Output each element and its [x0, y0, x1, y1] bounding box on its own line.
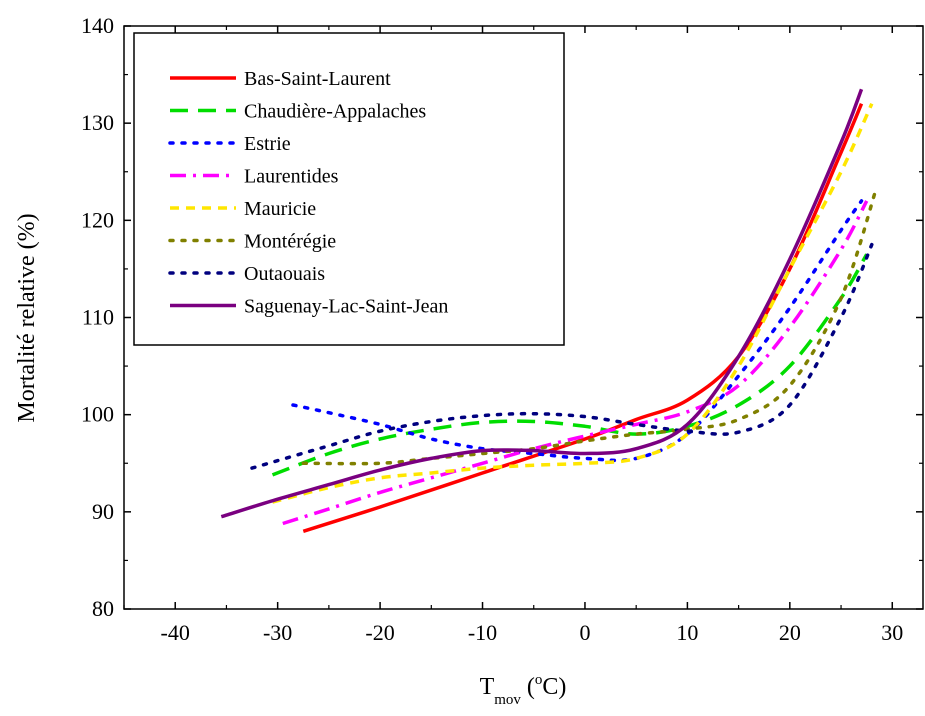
x-axis-title-unit: C): [542, 674, 566, 700]
legend-label: Estrie: [244, 133, 291, 155]
x-tick-label: -40: [161, 620, 190, 645]
legend: Bas-Saint-Laurent Chaudière-Appalaches Est…: [133, 32, 565, 346]
x-axis-title-open: (: [521, 674, 535, 700]
y-tick-label: 120: [81, 207, 114, 232]
axes: 80 90 100 110 120 130 140 -40 -30 -20 -10 0 10 20 30: [81, 13, 924, 645]
series-line-1: [271, 253, 869, 477]
series-line-5: [301, 184, 879, 466]
x-tick-label: -20: [365, 620, 394, 645]
y-tick-label: 90: [92, 499, 114, 524]
y-tick-label: 130: [81, 110, 114, 135]
x-tick-label: 0: [579, 620, 590, 645]
legend-label: Montérégie: [244, 231, 336, 253]
x-tick-label: 30: [881, 620, 903, 645]
legend-label: Bas-Saint-Laurent: [244, 68, 391, 90]
legend-label: Chaudière-Appalaches: [244, 101, 426, 123]
y-tick-label: 140: [81, 13, 114, 38]
y-tick-label: 100: [81, 402, 114, 427]
series-line-6: [250, 242, 874, 470]
series-group: [220, 88, 879, 533]
series-line-0: [302, 103, 864, 533]
legend-label: Outaouais: [244, 263, 325, 285]
series-line-3: [282, 200, 869, 526]
x-tick-label: 10: [676, 620, 698, 645]
legend-label: Mauricie: [244, 198, 316, 220]
y-tick-label: 80: [92, 596, 114, 621]
legend-box: [133, 32, 565, 346]
x-axis-title-superscript: o: [535, 672, 543, 688]
y-tick-label: 110: [82, 305, 114, 330]
x-tick-label: -30: [263, 620, 292, 645]
y-axis-title: Mortalité relative (%): [14, 213, 40, 422]
x-axis-title-main: T: [480, 674, 495, 700]
legend-label: Saguenay-Lac-Saint-Jean: [244, 296, 448, 318]
x-tick-label: -10: [468, 620, 497, 645]
x-axis-title: Tmov (oC): [480, 672, 567, 708]
x-axis-title-subscript: mov: [494, 692, 521, 708]
legend-label: Laurentides: [244, 166, 339, 188]
series-line-4: [272, 102, 874, 504]
x-tick-label: 20: [779, 620, 801, 645]
series-line-7: [220, 88, 864, 519]
